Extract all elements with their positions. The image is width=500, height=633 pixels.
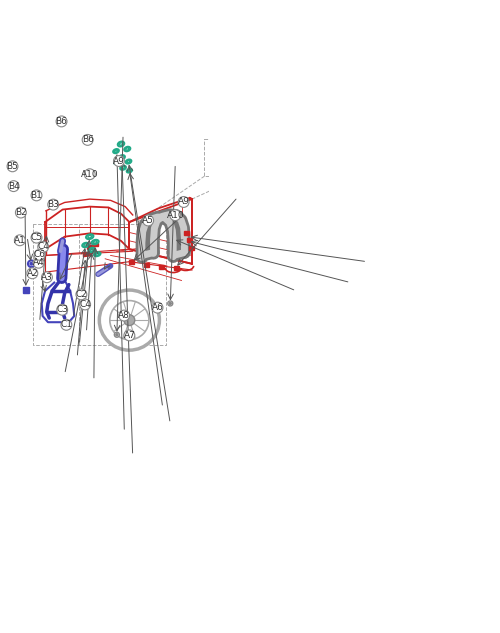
Text: C5: C5 bbox=[30, 233, 42, 242]
Circle shape bbox=[57, 304, 68, 315]
Circle shape bbox=[124, 330, 135, 341]
Text: C6: C6 bbox=[34, 250, 46, 260]
Polygon shape bbox=[160, 265, 164, 269]
Text: B3: B3 bbox=[48, 200, 59, 209]
Text: C3: C3 bbox=[56, 305, 68, 314]
Text: C1: C1 bbox=[60, 320, 72, 329]
Circle shape bbox=[16, 207, 26, 218]
Text: B2: B2 bbox=[15, 208, 26, 217]
Polygon shape bbox=[231, 146, 235, 150]
Circle shape bbox=[124, 315, 135, 325]
Polygon shape bbox=[212, 162, 216, 165]
Circle shape bbox=[31, 232, 42, 243]
Text: B5: B5 bbox=[6, 162, 18, 171]
Polygon shape bbox=[144, 263, 148, 267]
Polygon shape bbox=[184, 231, 190, 235]
Polygon shape bbox=[87, 246, 92, 249]
Circle shape bbox=[118, 310, 130, 321]
Polygon shape bbox=[84, 253, 92, 257]
Text: C4: C4 bbox=[38, 242, 49, 251]
Circle shape bbox=[7, 161, 18, 172]
Circle shape bbox=[169, 303, 172, 304]
Circle shape bbox=[170, 210, 180, 221]
Circle shape bbox=[114, 332, 119, 337]
Text: A10: A10 bbox=[166, 211, 184, 220]
Circle shape bbox=[114, 156, 124, 166]
Circle shape bbox=[8, 180, 19, 192]
Text: B4: B4 bbox=[8, 182, 20, 191]
Circle shape bbox=[38, 241, 48, 253]
Text: A4: A4 bbox=[32, 258, 44, 267]
Circle shape bbox=[82, 134, 93, 146]
Circle shape bbox=[30, 263, 32, 265]
Text: A8: A8 bbox=[118, 311, 130, 320]
Text: A10: A10 bbox=[81, 170, 98, 179]
Circle shape bbox=[28, 260, 34, 267]
Circle shape bbox=[61, 320, 72, 330]
Circle shape bbox=[142, 215, 154, 226]
Circle shape bbox=[84, 169, 95, 180]
Text: A7: A7 bbox=[124, 331, 136, 340]
Text: B6: B6 bbox=[82, 135, 94, 144]
Text: B1: B1 bbox=[30, 191, 42, 200]
Polygon shape bbox=[92, 242, 98, 246]
Circle shape bbox=[31, 190, 42, 201]
Polygon shape bbox=[186, 238, 192, 242]
Polygon shape bbox=[188, 246, 194, 251]
Text: A3: A3 bbox=[41, 273, 53, 282]
Text: A5: A5 bbox=[142, 216, 154, 225]
Circle shape bbox=[80, 299, 90, 310]
Text: A9: A9 bbox=[178, 197, 190, 206]
Circle shape bbox=[116, 334, 118, 335]
Circle shape bbox=[152, 302, 163, 313]
Circle shape bbox=[168, 301, 173, 306]
Text: A2: A2 bbox=[26, 269, 38, 278]
Text: A6: A6 bbox=[152, 303, 164, 312]
Text: A9: A9 bbox=[113, 156, 125, 166]
Circle shape bbox=[14, 235, 25, 246]
Polygon shape bbox=[213, 148, 217, 151]
Circle shape bbox=[34, 249, 45, 260]
Circle shape bbox=[178, 197, 189, 208]
Text: C2: C2 bbox=[76, 290, 88, 299]
Text: B6: B6 bbox=[56, 117, 68, 126]
Circle shape bbox=[33, 257, 44, 268]
Polygon shape bbox=[23, 287, 29, 293]
Circle shape bbox=[76, 289, 87, 300]
Polygon shape bbox=[129, 260, 134, 264]
Circle shape bbox=[48, 199, 58, 210]
Polygon shape bbox=[174, 266, 178, 270]
Circle shape bbox=[42, 272, 52, 283]
Circle shape bbox=[56, 116, 67, 127]
Circle shape bbox=[27, 268, 38, 279]
Text: C4: C4 bbox=[79, 300, 91, 309]
Text: A1: A1 bbox=[14, 235, 26, 245]
Circle shape bbox=[110, 301, 149, 340]
Circle shape bbox=[100, 290, 160, 350]
